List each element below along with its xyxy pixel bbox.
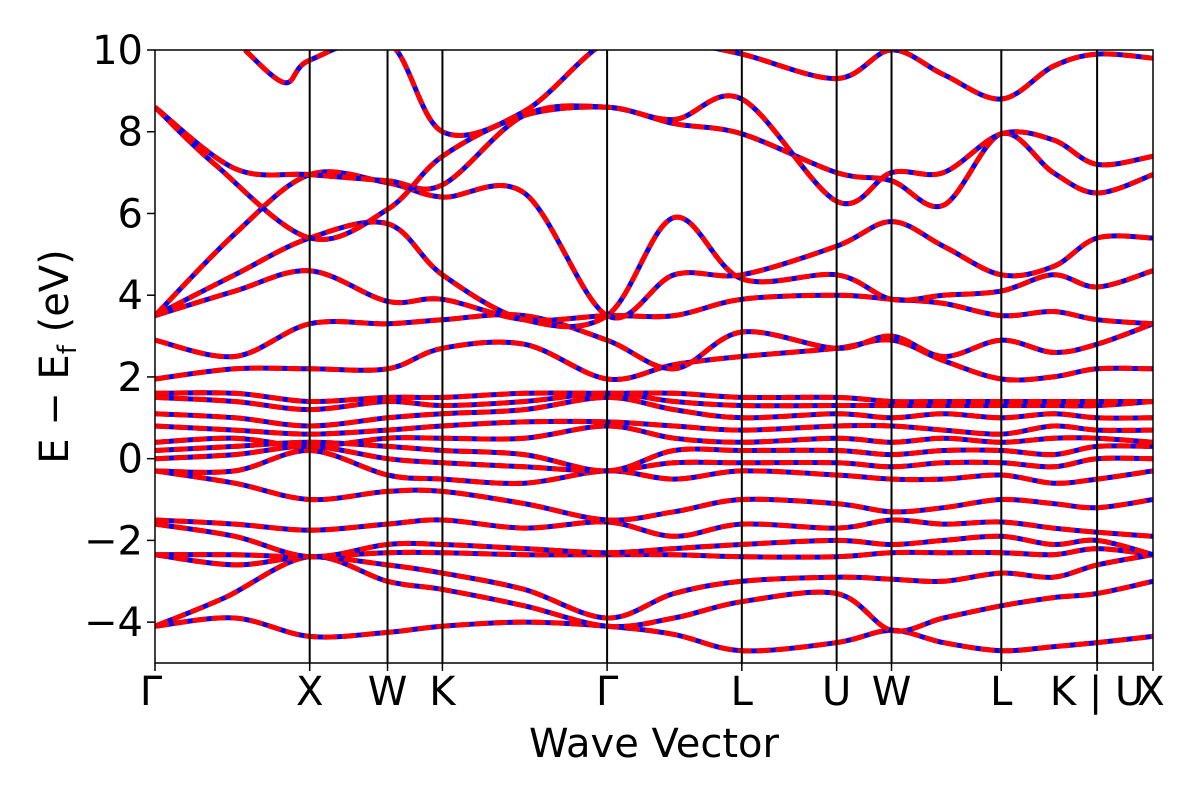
band-9-spin-down <box>155 443 1153 474</box>
band-12 <box>155 418 1153 437</box>
y-axis-title: E − Ef (eV) <box>32 249 83 464</box>
band-6-spin-down <box>155 517 1153 539</box>
band-1 <box>155 615 1153 654</box>
band-21-spin-up <box>155 103 1153 210</box>
band-20-spin-up <box>155 169 1153 321</box>
band-9 <box>155 443 1153 474</box>
band-11-spin-down <box>155 423 1153 449</box>
band-23-spin-down <box>243 50 1153 138</box>
band-17-spin-down <box>155 312 1153 372</box>
x-tick-label-4: Γ <box>596 669 619 715</box>
band-7 <box>155 468 1153 523</box>
band-23 <box>243 50 1153 138</box>
band-8-spin-down <box>155 447 1153 486</box>
band-15 <box>155 390 1153 405</box>
kpoint-divider-lines <box>308 50 1099 663</box>
band-22-spin-down <box>155 93 1153 242</box>
y-tick-label: 10 <box>92 28 143 74</box>
band-18 <box>155 268 1153 327</box>
band-8 <box>155 447 1153 486</box>
y-tick-label: 2 <box>118 355 143 401</box>
band-23-spin-up <box>243 50 1153 138</box>
band-16-spin-up <box>155 337 1153 383</box>
band-3-spin-up <box>155 552 1153 621</box>
x-tick-label-7: W <box>872 669 912 715</box>
y-axis-title-main: E − E <box>32 354 78 464</box>
x-tick-label-6: U <box>822 669 851 715</box>
band-6 <box>155 517 1153 539</box>
x-tick-label-5: L <box>731 669 754 715</box>
band-4-spin-down <box>155 546 1153 560</box>
band-2 <box>155 554 1153 634</box>
x-tick-label-1: X <box>296 669 323 715</box>
band-12-spin-down <box>155 418 1153 437</box>
band-19 <box>155 214 1153 330</box>
band-20 <box>155 169 1153 321</box>
band-2-spin-down <box>155 554 1153 634</box>
x-axis-title: Wave Vector <box>529 721 780 767</box>
y-tick-label: −2 <box>84 518 143 564</box>
band-22 <box>155 93 1153 242</box>
y-tick-label: 8 <box>118 110 143 156</box>
x-tick-label-8: L <box>990 669 1013 715</box>
band-11 <box>155 423 1153 449</box>
band-13 <box>155 394 1153 429</box>
y-axis-title-unit: (eV) <box>32 249 78 345</box>
y-axis-ticks: −4 −2 0 2 4 6 8 10 <box>84 28 155 646</box>
band-18-spin-down <box>155 268 1153 327</box>
band-3 <box>155 552 1153 621</box>
band-13-spin-down <box>155 394 1153 429</box>
band-21 <box>155 103 1153 210</box>
band-3-spin-down <box>155 552 1153 621</box>
band-20-spin-down <box>155 169 1153 321</box>
band-14-spin-down <box>155 390 1153 413</box>
band-16-spin-down <box>155 337 1153 383</box>
band-1-spin-down <box>155 615 1153 654</box>
band-5-spin-down <box>155 521 1153 560</box>
band-15-spin-down <box>155 390 1153 405</box>
band-5 <box>155 521 1153 560</box>
x-tick-label-2: W <box>368 669 408 715</box>
band-10-spin-down <box>155 439 1153 474</box>
bands-layer <box>155 50 1153 654</box>
x-tick-label-10: X <box>1137 669 1164 715</box>
y-tick-label: 6 <box>118 191 143 237</box>
band-19-spin-down <box>155 214 1153 330</box>
band-16 <box>155 337 1153 383</box>
y-axis-title-subscript: f <box>53 344 83 354</box>
y-tick-label: 0 <box>118 437 143 483</box>
x-tick-label-9: K | U <box>1050 669 1144 715</box>
y-tick-label: −4 <box>84 600 143 646</box>
band-14 <box>155 390 1153 413</box>
x-tick-label-3: K <box>429 669 457 715</box>
plot-area-frame <box>154 49 1154 664</box>
band-7-spin-down <box>155 468 1153 523</box>
x-tick-label-0: Γ <box>140 669 163 715</box>
band-21-spin-down <box>155 103 1153 210</box>
band-17 <box>155 312 1153 372</box>
y-tick-label: 4 <box>118 273 143 319</box>
